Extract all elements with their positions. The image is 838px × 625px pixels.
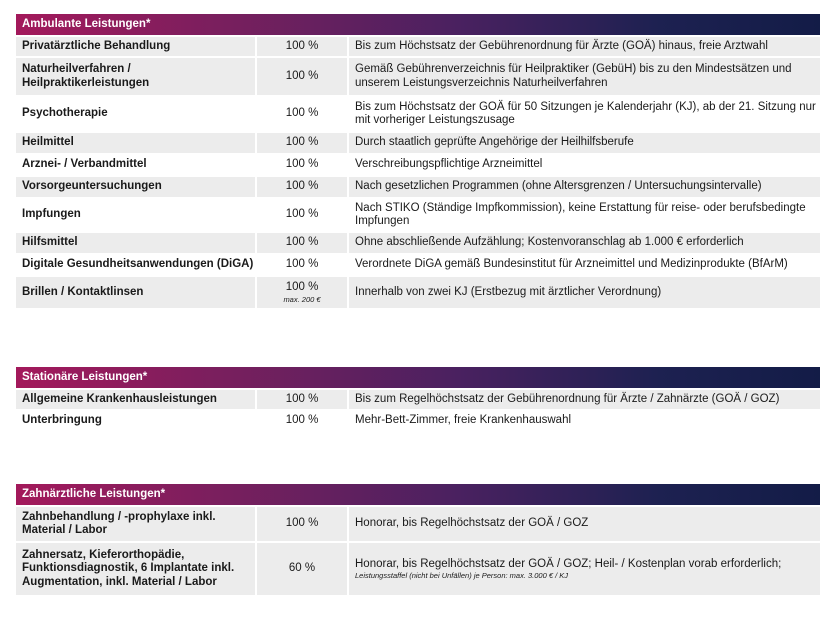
benefit-description: Nach STIKO (Ständige Impfkommission), ke… [349,199,820,231]
benefit-description: Durch staatlich geprüfte Angehörige der … [349,133,820,153]
benefit-description: Bis zum Höchstsatz der Gebührenordnung f… [349,37,820,56]
benefit-name: Privatärztliche Behandlung [16,37,255,56]
benefit-rate: 100 % max. 200 € [257,277,347,308]
benefit-rate: 100 % [257,199,347,231]
rate-value: 100 % [285,136,319,149]
benefit-rate: 100 % [257,233,347,253]
benefit-rate: 100 % [257,133,347,153]
rate-value: 100 % [285,158,319,171]
description-text: Gemäß Gebührenverzeichnis für Heilprakti… [355,63,792,89]
rate-value: 100 % [285,414,319,427]
section-stationaer: Stationäre Leistungen* Allgemeine Kranke… [16,367,820,433]
benefit-name: Allgemeine Krankenhausleistungen [16,390,255,409]
rate-value: 100 % [285,258,319,271]
description-text: Nach gesetzlichen Programmen (ohne Alter… [355,180,762,193]
benefit-name: Brillen / Kontaktlinsen [16,277,255,308]
description-text: Ohne abschließende Aufzählung; Kostenvor… [355,236,744,249]
table-row: Zahnbehandlung / -prophylaxe inkl. Mater… [16,507,820,541]
benefit-rate: 100 % [257,177,347,197]
description-text: Innerhalb von zwei KJ (Erstbezug mit ärz… [355,285,662,298]
benefit-description: Bis zum Regelhöchstsatz der Gebührenordn… [349,390,820,409]
rate-value: 100 % [285,392,319,405]
benefit-name: Zahnbehandlung / -prophylaxe inkl. Mater… [16,507,255,541]
table-row: Privatärztliche Behandlung 100 % Bis zum… [16,37,820,56]
benefit-rate: 100 % [257,97,347,131]
benefit-name: Zahnersatz, Kieferorthopädie, Funktionsd… [16,543,255,595]
rate-value: 100 % [285,281,319,294]
benefit-rate: 100 % [257,390,347,409]
table-row: Hilfsmittel 100 % Ohne abschließende Auf… [16,233,820,253]
rate-value: 100 % [285,208,319,221]
benefit-rate: 100 % [257,507,347,541]
description-text: Mehr-Bett-Zimmer, freie Krankenhauswahl [355,414,572,427]
rate-value: 100 % [285,517,319,530]
benefit-name: Vorsorgeuntersuchungen [16,177,255,197]
benefit-description: Verschreibungspflichtige Arzneimittel [349,155,820,175]
benefit-name: Psychotherapie [16,97,255,131]
table-row: Vorsorgeuntersuchungen 100 % Nach gesetz… [16,177,820,197]
description-text: Verordnete DiGA gemäß Bundesinstitut für… [355,258,788,271]
benefit-name: Naturheilverfahren / Heilpraktikerleistu… [16,58,255,95]
benefit-description: Verordnete DiGA gemäß Bundesinstitut für… [349,255,820,275]
description-text: Bis zum Höchstsatz der GOÄ für 50 Sitzun… [355,100,816,127]
section-title: Ambulante Leistungen* [16,14,820,35]
table-row: Impfungen 100 % Nach STIKO (Ständige Imp… [16,199,820,231]
rate-value: 100 % [285,180,319,193]
table-row: Digitale Gesundheitsanwendungen (DiGA) 1… [16,255,820,275]
benefit-name: Digitale Gesundheitsanwendungen (DiGA) [16,255,255,275]
rate-value: 100 % [285,236,319,249]
description-text: Durch staatlich geprüfte Angehörige der … [355,136,634,149]
benefit-rate: 60 % [257,543,347,595]
description-footnote: Leistungsstaffel (nicht bei Unfällen) je… [355,571,569,581]
description-text: Verschreibungspflichtige Arzneimittel [355,158,543,171]
benefit-rate: 100 % [257,255,347,275]
table-row: Psychotherapie 100 % Bis zum Höchstsatz … [16,97,820,131]
description-text: Bis zum Regelhöchstsatz der Gebührenordn… [355,392,780,405]
rate-value: 100 % [285,69,319,82]
benefit-rate: 100 % [257,155,347,175]
benefit-description: Innerhalb von zwei KJ (Erstbezug mit ärz… [349,277,820,308]
benefit-name: Hilfsmittel [16,233,255,253]
benefit-name: Heilmittel [16,133,255,153]
benefit-description: Honorar, bis Regelhöchstsatz der GOÄ / G… [349,507,820,541]
description-text: Honorar, bis Regelhöchstsatz der GOÄ / G… [355,557,782,570]
benefit-name: Unterbringung [16,411,255,431]
section-ambulant: Ambulante Leistungen* Privatärztliche Be… [16,14,820,310]
table-row: Zahnersatz, Kieferorthopädie, Funktionsd… [16,543,820,595]
benefit-description: Mehr-Bett-Zimmer, freie Krankenhauswahl [349,411,820,431]
description-text: Bis zum Höchstsatz der Gebührenordnung f… [355,39,768,52]
table-row: Brillen / Kontaktlinsen 100 % max. 200 €… [16,277,820,308]
section-title: Zahnärztliche Leistungen* [16,484,820,505]
table-row: Allgemeine Krankenhausleistungen 100 % B… [16,390,820,409]
rate-value: 100 % [285,107,319,120]
section-title: Stationäre Leistungen* [16,367,820,388]
benefit-rate: 100 % [257,58,347,95]
benefit-description: Nach gesetzlichen Programmen (ohne Alter… [349,177,820,197]
description-text: Nach STIKO (Ständige Impfkommission), ke… [355,201,806,228]
benefit-name: Impfungen [16,199,255,231]
benefit-description: Bis zum Höchstsatz der GOÄ für 50 Sitzun… [349,97,820,131]
rate-value: 60 % [288,562,316,575]
table-row: Arznei- / Verbandmittel 100 % Verschreib… [16,155,820,175]
section-zahnaerztlich: Zahnärztliche Leistungen* Zahnbehandlung… [16,484,820,597]
benefit-description: Ohne abschließende Aufzählung; Kostenvor… [349,233,820,253]
table-row: Naturheilverfahren / Heilpraktikerleistu… [16,58,820,95]
benefit-rate: 100 % [257,411,347,431]
rate-limit-note: max. 200 € [283,294,321,304]
benefit-rate: 100 % [257,37,347,56]
benefit-description: Honorar, bis Regelhöchstsatz der GOÄ / G… [349,543,820,595]
description-text: Honorar, bis Regelhöchstsatz der GOÄ / G… [355,517,589,530]
table-row: Heilmittel 100 % Durch staatlich geprüft… [16,133,820,153]
table-row: Unterbringung 100 % Mehr-Bett-Zimmer, fr… [16,411,820,431]
benefit-description: Gemäß Gebührenverzeichnis für Heilprakti… [349,58,820,95]
rate-value: 100 % [285,39,319,52]
benefit-name: Arznei- / Verbandmittel [16,155,255,175]
